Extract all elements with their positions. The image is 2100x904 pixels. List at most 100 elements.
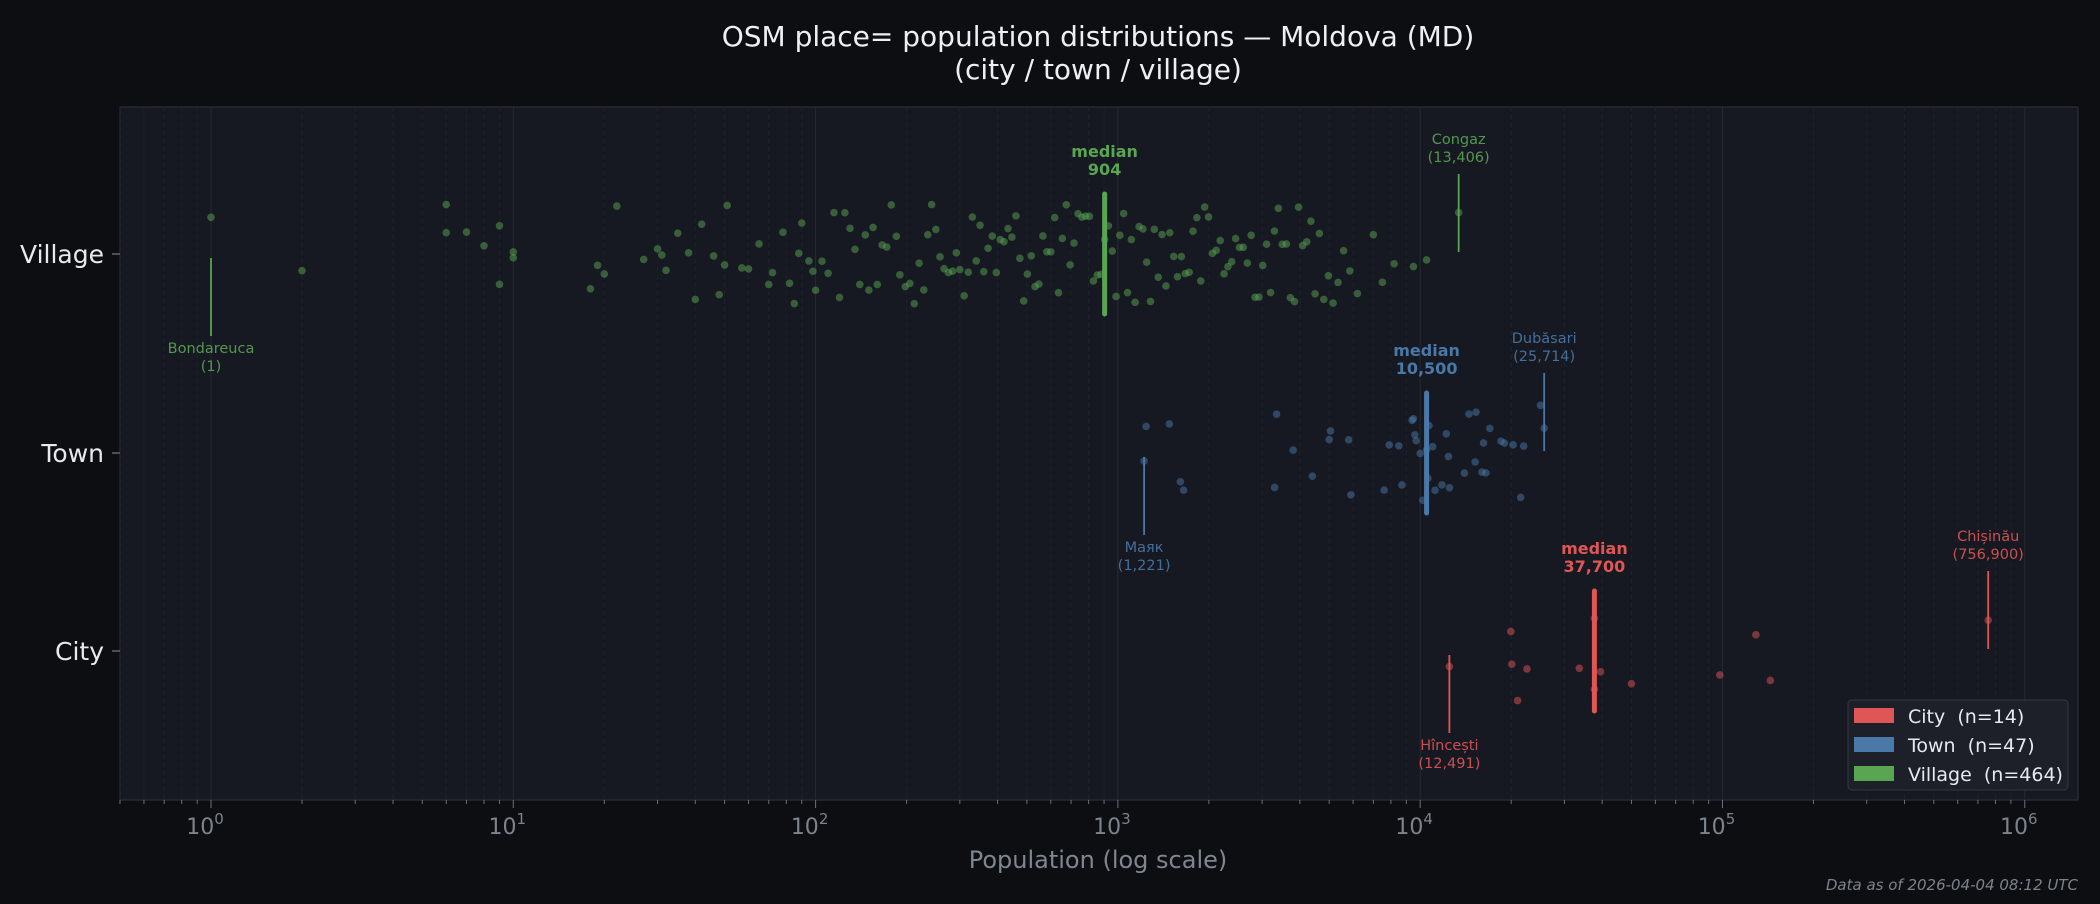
data-point: [715, 290, 724, 299]
data-point: [1596, 667, 1605, 676]
data-point: [600, 270, 609, 278]
data-point: [887, 201, 896, 209]
data-point: [992, 268, 1001, 277]
data-point: [1311, 290, 1319, 298]
data-point: [1258, 261, 1267, 270]
data-point: [882, 243, 891, 251]
data-point: [1290, 297, 1299, 306]
data-marks: [207, 200, 1993, 705]
data-point: [1227, 257, 1236, 266]
data-point: [1428, 442, 1437, 451]
data-point: [1127, 235, 1136, 244]
data-point: [1165, 228, 1174, 237]
data-point: [795, 249, 803, 258]
data-point: [1308, 472, 1317, 480]
data-point: [1752, 630, 1760, 639]
data-point: [1047, 248, 1055, 256]
data-point: [892, 232, 901, 241]
data-point: [1716, 671, 1724, 679]
annotation-name: Congaz: [1432, 132, 1486, 148]
data-point: [1395, 442, 1403, 450]
data-point: [1523, 665, 1531, 673]
data-point: [1189, 227, 1197, 235]
data-point: [1500, 439, 1509, 447]
annotation-value: (12,491): [1418, 756, 1480, 772]
data-point: [1200, 203, 1209, 211]
data-point: [952, 249, 961, 257]
data-point: [1165, 420, 1174, 428]
data-point: [1482, 469, 1490, 477]
data-point: [1085, 212, 1094, 221]
data-point: [1472, 408, 1480, 417]
data-point: [964, 268, 973, 277]
annotation-value: (1,221): [1118, 558, 1171, 574]
data-point: [1058, 234, 1067, 243]
data-point: [785, 279, 794, 288]
chart-title: OSM place= population distributions — Mo…: [722, 20, 1475, 53]
legend-swatch-town: [1854, 737, 1894, 752]
data-point: [1196, 277, 1205, 285]
legend: City (n=14) Town (n=47) Village (n=464): [1847, 699, 2069, 791]
data-point: [979, 267, 988, 276]
data-point: [1039, 232, 1047, 240]
data-point: [1272, 410, 1281, 418]
data-point: [1438, 481, 1446, 489]
data-point: [1123, 288, 1132, 297]
data-point: [1116, 231, 1124, 240]
data-point: [1089, 277, 1098, 285]
data-point: [737, 264, 746, 272]
x-axis-label: Population (log scale): [969, 846, 1228, 874]
data-point: [1266, 288, 1275, 297]
data-point: [1119, 209, 1128, 218]
data-point: [480, 241, 488, 250]
data-point: [639, 255, 648, 264]
data-point: [1255, 293, 1263, 301]
data-point: [1627, 679, 1636, 688]
annotation-name: Dubăsari: [1512, 331, 1577, 347]
data-point: [1112, 292, 1120, 301]
data-point: [1460, 469, 1469, 477]
data-point: [1139, 225, 1147, 233]
data-point: [1339, 246, 1348, 255]
data-point: [1146, 297, 1155, 306]
data-point: [1766, 676, 1775, 685]
annotations: median37,700Chișinău(756,900)Hîncești(12…: [168, 132, 2024, 772]
y-tick-label-city: City: [55, 637, 104, 666]
data-point: [1176, 477, 1185, 486]
legend-swatch-city: [1854, 708, 1894, 723]
data-point: [927, 200, 936, 209]
data-point: [1513, 696, 1522, 705]
data-point: [865, 286, 873, 294]
data-point: [1243, 259, 1252, 267]
legend-label-town: Town (n=47): [1907, 735, 2035, 757]
x-tick-label: 102: [791, 810, 829, 840]
data-point: [1412, 436, 1420, 445]
data-point: [1270, 483, 1279, 492]
legend-swatch-village: [1854, 766, 1894, 781]
data-point: [797, 219, 806, 227]
data-point: [948, 267, 957, 275]
data-point: [919, 286, 928, 294]
data-point: [1345, 267, 1354, 275]
data-point: [593, 261, 602, 270]
x-tick-label: 105: [1698, 810, 1736, 840]
legend-box: [1847, 699, 2069, 791]
data-point: [1509, 441, 1517, 449]
data-point: [1442, 429, 1451, 438]
data-point: [1019, 297, 1028, 305]
x-tick-label: 103: [1093, 810, 1131, 840]
data-point: [1162, 282, 1170, 290]
data-point: [1516, 493, 1525, 502]
data-point: [442, 200, 451, 209]
data-point: [1486, 424, 1494, 433]
data-point: [1320, 295, 1328, 304]
data-point: [1508, 660, 1516, 669]
footer-timestamp: Data as of 2026-04-04 08:12 UTC: [1826, 876, 2079, 894]
data-point: [207, 213, 215, 222]
data-point: [495, 222, 504, 230]
data-point: [1150, 225, 1159, 234]
data-point: [755, 240, 763, 248]
data-point: [1247, 231, 1255, 240]
data-point: [673, 229, 682, 237]
x-tick-label: 106: [2000, 810, 2038, 840]
